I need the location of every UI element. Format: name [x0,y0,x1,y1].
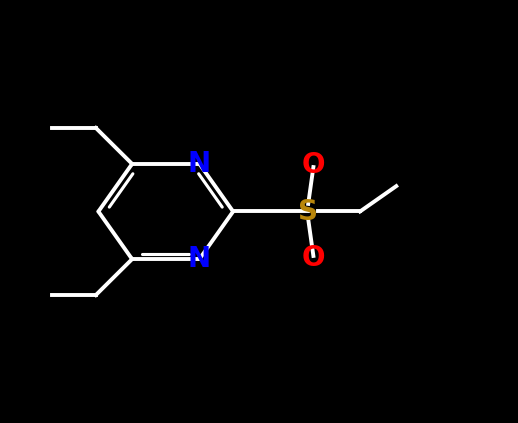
Text: O: O [301,244,325,272]
Text: N: N [188,150,211,178]
Text: N: N [188,245,211,273]
Text: O: O [301,151,325,179]
Text: S: S [298,198,318,225]
